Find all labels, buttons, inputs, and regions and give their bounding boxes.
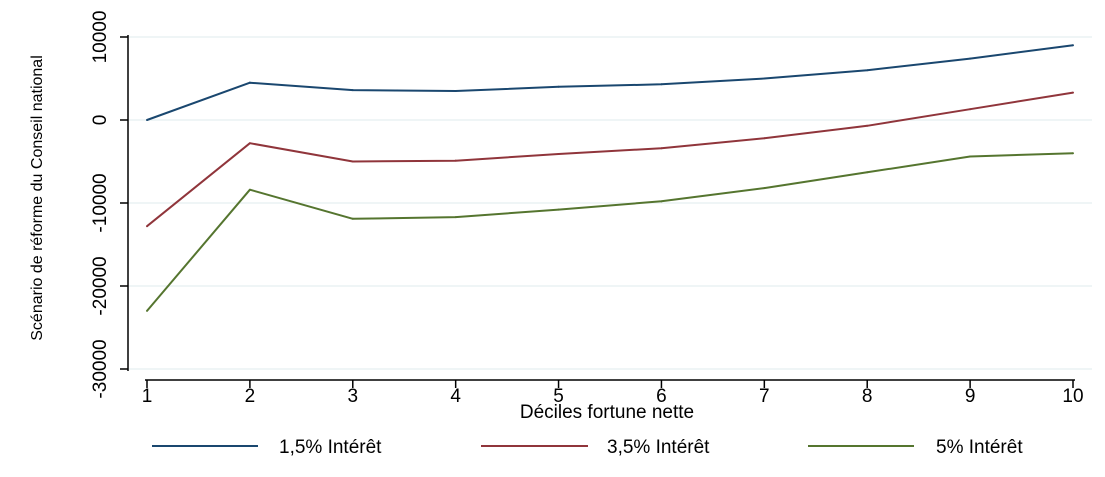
data-point <box>557 85 560 88</box>
x-axis: 1 2 3 4 5 6 7 8 9 10 <box>142 379 1084 407</box>
y-tick-label: -20000 <box>90 256 111 315</box>
data-point <box>866 69 869 72</box>
data-point <box>146 225 148 228</box>
data-point <box>454 89 457 92</box>
data-point <box>763 77 766 80</box>
data-point <box>660 147 663 150</box>
y-axis-title: Scénario de réforme du Conseil national <box>29 55 46 341</box>
x-tick-label: 2 <box>245 386 256 407</box>
data-point <box>454 216 457 219</box>
y-tick-label: 0 <box>90 115 111 126</box>
data-point <box>557 208 560 211</box>
series-line-2 <box>146 91 1074 227</box>
data-point <box>969 155 972 158</box>
data-point <box>763 137 766 140</box>
x-tick-label: 7 <box>759 386 770 407</box>
series-line-1 <box>146 44 1074 121</box>
x-tick-label: 4 <box>450 386 461 407</box>
data-point <box>866 124 869 127</box>
data-point <box>763 187 766 190</box>
legend-label-1: 1,5% Intérêt <box>279 437 382 458</box>
x-tick-label: 3 <box>347 386 358 407</box>
data-point <box>454 159 457 162</box>
data-point <box>969 57 972 60</box>
y-tick-label: -30000 <box>90 339 111 398</box>
x-tick-label: 5 <box>553 386 564 407</box>
data-point <box>660 83 663 86</box>
x-tick-label: 10 <box>1062 386 1083 407</box>
data-point <box>146 119 148 121</box>
y-axis: 10000 0 -10000 -20000 -30000 <box>90 11 129 399</box>
data-point <box>1072 44 1074 47</box>
data-point <box>557 153 560 156</box>
data-point <box>351 217 354 220</box>
y-tick-label: 10000 <box>90 11 111 64</box>
data-point <box>969 108 972 111</box>
data-point <box>1072 152 1074 155</box>
series-line-3 <box>146 152 1074 312</box>
data-point <box>866 171 869 174</box>
data-point <box>351 160 354 163</box>
x-tick-label: 6 <box>656 386 667 407</box>
x-axis-title: Déciles fortune nette <box>520 402 694 423</box>
x-tick-label: 9 <box>965 386 976 407</box>
data-point <box>248 142 251 145</box>
y-tick-label: -10000 <box>90 173 111 232</box>
x-tick-label: 1 <box>142 386 153 407</box>
data-point <box>146 309 148 312</box>
x-tick-label: 8 <box>862 386 873 407</box>
data-point <box>660 200 663 203</box>
data-point <box>351 89 354 92</box>
data-point <box>1072 91 1074 94</box>
series-lines <box>146 44 1074 312</box>
data-point <box>248 188 251 191</box>
grid-lines <box>128 36 1092 370</box>
legend: 1,5% Intérêt 3,5% Intérêt 5% Intérêt <box>152 437 1023 458</box>
legend-label-2: 3,5% Intérêt <box>607 437 710 458</box>
data-point <box>248 81 251 84</box>
legend-label-3: 5% Intérêt <box>936 437 1023 458</box>
